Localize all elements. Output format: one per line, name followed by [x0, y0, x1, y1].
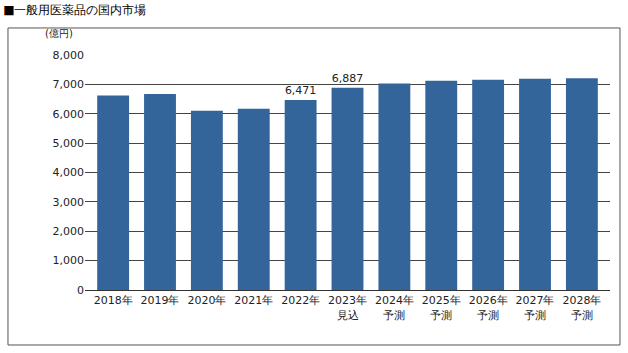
svg-text:6,887: 6,887: [332, 72, 364, 85]
svg-text:6,000: 6,000: [53, 108, 85, 121]
svg-text:2021年: 2021年: [234, 294, 273, 307]
svg-text:2,000: 2,000: [53, 225, 85, 238]
svg-text:2022年: 2022年: [281, 294, 320, 307]
svg-text:0: 0: [77, 284, 84, 297]
svg-text:2020年: 2020年: [187, 294, 226, 307]
svg-text:1,000: 1,000: [53, 254, 85, 267]
svg-text:5,000: 5,000: [53, 137, 85, 150]
svg-text:8,000: 8,000: [53, 49, 85, 62]
svg-text:2027年予測: 2027年予測: [516, 294, 555, 321]
svg-text:4,000: 4,000: [53, 166, 85, 179]
svg-text:2026年予測: 2026年予測: [469, 294, 508, 321]
svg-text:2028年予測: 2028年予測: [562, 294, 601, 321]
svg-text:■一般用医薬品の国内市場: ■一般用医薬品の国内市場: [3, 3, 146, 17]
svg-text:(億円): (億円): [45, 28, 73, 39]
svg-text:3,000: 3,000: [53, 196, 85, 209]
svg-text:2018年: 2018年: [94, 294, 133, 307]
svg-text:2024年予測: 2024年予測: [375, 294, 414, 321]
svg-text:2019年: 2019年: [141, 294, 180, 307]
svg-text:2025年予測: 2025年予測: [422, 294, 461, 321]
svg-text:7,000: 7,000: [53, 78, 85, 91]
svg-text:6,471: 6,471: [285, 84, 317, 97]
svg-text:2023年見込: 2023年見込: [328, 294, 367, 321]
